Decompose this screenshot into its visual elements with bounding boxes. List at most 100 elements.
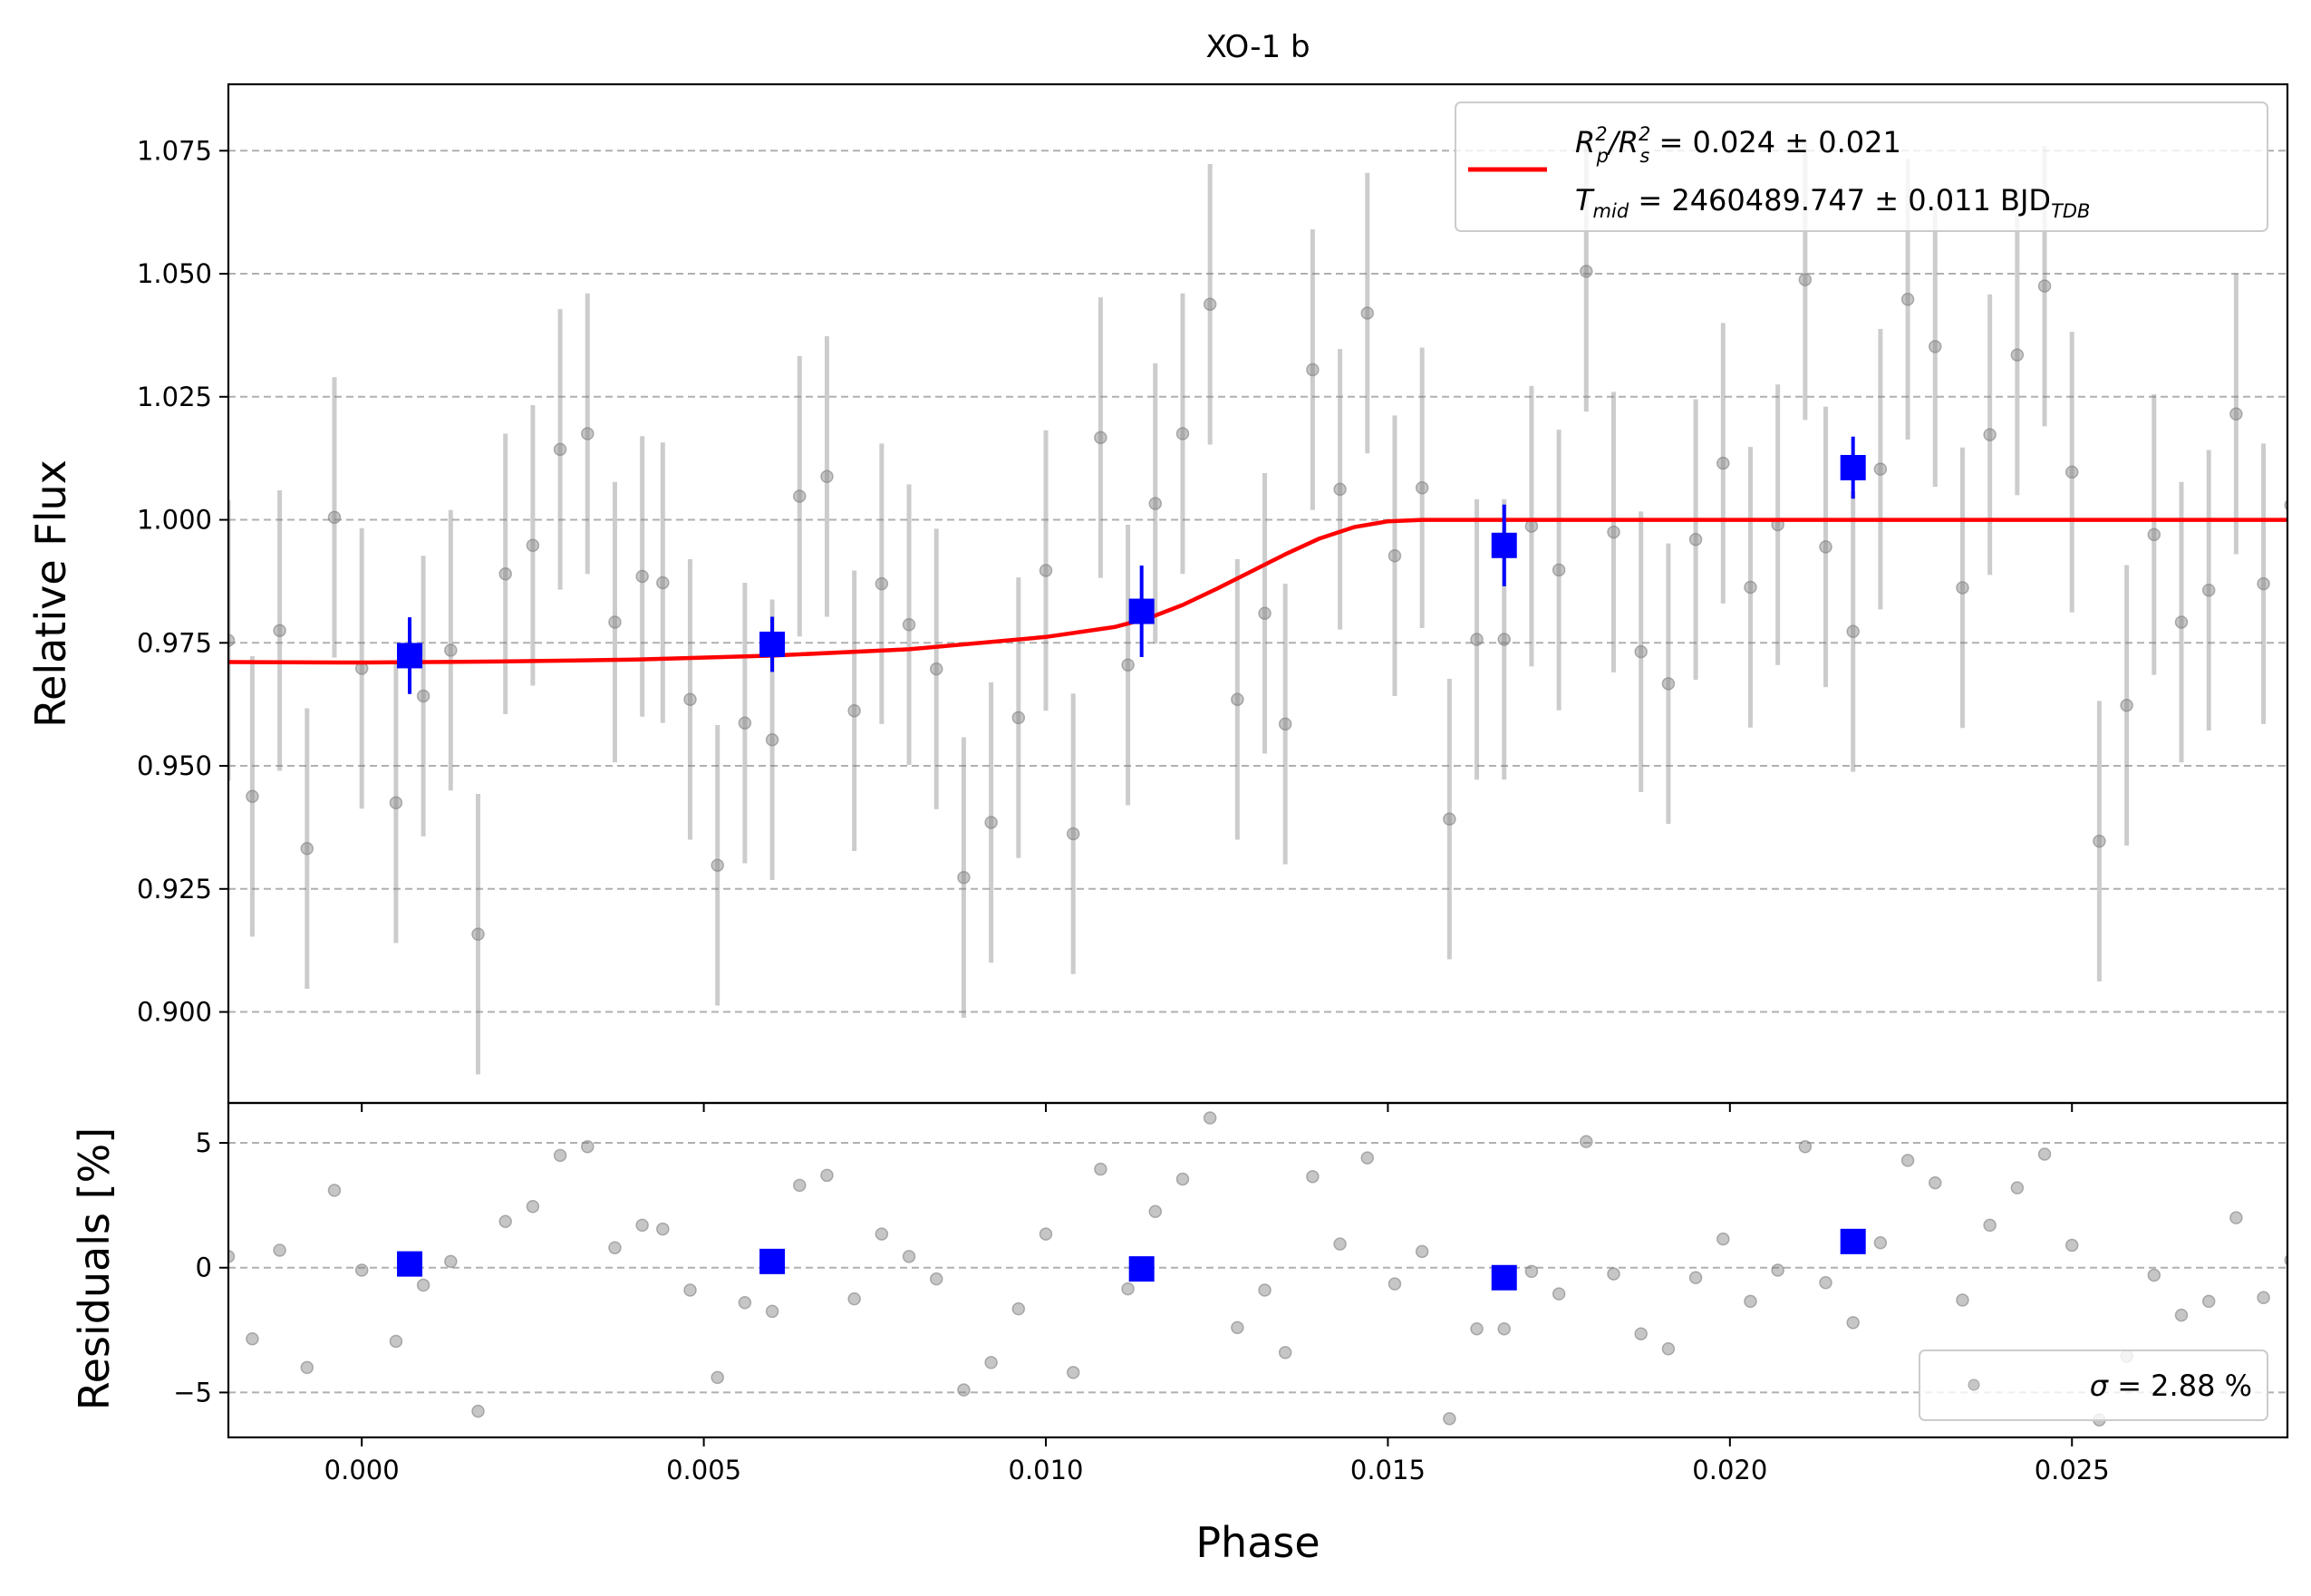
res-raw-point xyxy=(1716,1232,1730,1246)
res-raw-point xyxy=(1388,1277,1402,1291)
lc-raw-point xyxy=(1819,540,1832,554)
res-raw-point xyxy=(389,1334,403,1349)
lc-raw-point xyxy=(1580,265,1593,278)
lc-raw-point xyxy=(1121,658,1135,672)
lc-raw-point xyxy=(1798,273,1813,286)
residuals-panel: −5 0 5 0.000 0.005 0.010 0.015 0.020 0.025 Phas… xyxy=(70,1101,2289,1567)
res-y-tick-label: 5 xyxy=(196,1127,212,1158)
res-raw-point xyxy=(1956,1293,1969,1307)
res-raw-point xyxy=(2201,1294,2216,1309)
lc-raw-point xyxy=(765,733,779,747)
lc-y-tick-label: 1.050 xyxy=(137,258,212,289)
res-raw-point xyxy=(2147,1268,2161,1282)
res-raw-point xyxy=(1231,1320,1244,1335)
lc-raw-point xyxy=(1011,711,1026,725)
residuals-x-ticks: 0.000 0.005 0.010 0.015 0.020 0.025 xyxy=(324,1437,2110,1485)
res-raw-point xyxy=(1278,1346,1292,1359)
lc-raw-point xyxy=(1306,363,1320,377)
res-raw-point xyxy=(1798,1139,1813,1154)
res-raw-point xyxy=(1634,1327,1648,1340)
lc-y-tick-label: 0.975 xyxy=(137,627,212,658)
lc-raw-point xyxy=(327,510,342,525)
res-raw-point xyxy=(444,1254,458,1269)
lc-binned-point xyxy=(1491,532,1517,558)
res-raw-point xyxy=(902,1250,916,1263)
res-raw-point xyxy=(471,1404,485,1418)
lc-raw-point xyxy=(2037,279,2052,293)
lc-raw-point xyxy=(1716,456,1730,470)
res-binned-point xyxy=(1128,1256,1155,1282)
res-raw-point xyxy=(711,1370,724,1385)
res-raw-point xyxy=(875,1227,889,1241)
lc-raw-point xyxy=(1497,633,1511,646)
lc-raw-point xyxy=(2201,583,2216,597)
res-raw-point xyxy=(1148,1204,1163,1219)
res-raw-point xyxy=(984,1356,998,1369)
chart-title: XO-1 b xyxy=(1205,29,1310,65)
legend-tmid-text: Tmid = 2460489.747 ± 0.011 BJDTDB xyxy=(1575,183,2090,222)
lc-raw-point xyxy=(929,662,943,676)
res-raw-point xyxy=(553,1148,567,1163)
lc-raw-point xyxy=(444,643,458,657)
lc-raw-point xyxy=(416,689,430,703)
lc-raw-point xyxy=(1175,427,1190,440)
res-raw-point xyxy=(273,1243,286,1257)
lc-raw-point xyxy=(984,816,998,829)
residuals-grid xyxy=(228,1142,2287,1394)
lc-raw-point xyxy=(738,716,752,730)
lc-raw-point xyxy=(2064,465,2079,479)
lc-raw-point xyxy=(2010,348,2025,362)
residuals-sigma-text: σ = 2.88 % xyxy=(2090,1369,2252,1403)
res-raw-point xyxy=(1580,1135,1593,1148)
res-raw-point xyxy=(793,1178,807,1193)
lc-raw-point xyxy=(875,576,889,591)
lc-raw-point xyxy=(1333,482,1347,497)
res-raw-point xyxy=(656,1222,670,1236)
lc-y-tick-label: 1.075 xyxy=(137,135,212,166)
lc-raw-point xyxy=(1094,430,1107,445)
lc-raw-point xyxy=(1634,644,1648,659)
res-raw-point xyxy=(1011,1301,1026,1316)
residuals-legend: σ = 2.88 % xyxy=(1919,1349,2268,1421)
res-raw-point xyxy=(2229,1211,2243,1224)
transit-model-line xyxy=(228,517,2287,665)
lc-binned-point xyxy=(759,631,786,657)
res-raw-point xyxy=(957,1383,971,1397)
lc-raw-point xyxy=(1956,581,1969,595)
lc-raw-point xyxy=(1688,533,1703,547)
res-x-tick-label: 0.005 xyxy=(666,1455,741,1485)
lc-raw-point xyxy=(656,576,670,590)
res-y-tick-label: 0 xyxy=(196,1253,212,1283)
res-raw-point xyxy=(2037,1147,2052,1161)
residuals-frame xyxy=(227,1101,2289,1439)
y-axis-label-flux: Relative Flux xyxy=(26,459,75,728)
res-x-tick-label: 0.010 xyxy=(1008,1455,1083,1485)
x-axis-label-phase: Phase xyxy=(1195,1518,1320,1567)
lc-y-tick-label: 1.000 xyxy=(137,505,212,536)
res-raw-point xyxy=(1306,1169,1320,1184)
lc-raw-point xyxy=(1607,525,1620,539)
res-raw-point xyxy=(1688,1271,1703,1285)
lc-raw-point xyxy=(1983,428,1997,441)
lc-raw-point xyxy=(1388,548,1402,563)
lc-raw-point xyxy=(2120,699,2133,712)
legend-depth-text: R2 p/R2 s = 0.024 ± 0.021 xyxy=(1575,123,1901,167)
lightcurve-grid xyxy=(228,150,2287,1013)
lc-y-tick-label: 0.950 xyxy=(137,750,212,781)
res-raw-point xyxy=(929,1272,943,1286)
lc-raw-point xyxy=(1066,827,1080,841)
res-raw-point xyxy=(1497,1321,1511,1336)
lc-raw-point xyxy=(471,927,485,942)
res-raw-point xyxy=(1470,1321,1484,1336)
res-raw-point xyxy=(354,1263,369,1277)
lightcurve-plot-area xyxy=(228,131,2287,1075)
res-raw-point xyxy=(683,1283,697,1297)
res-raw-point xyxy=(1094,1162,1107,1176)
lc-y-tick-label: 0.925 xyxy=(137,874,212,904)
res-raw-point xyxy=(1203,1111,1217,1125)
res-binned-point xyxy=(759,1248,786,1274)
lc-raw-point xyxy=(2147,527,2161,542)
res-raw-point xyxy=(1983,1218,1997,1233)
res-raw-point xyxy=(2064,1238,2079,1253)
